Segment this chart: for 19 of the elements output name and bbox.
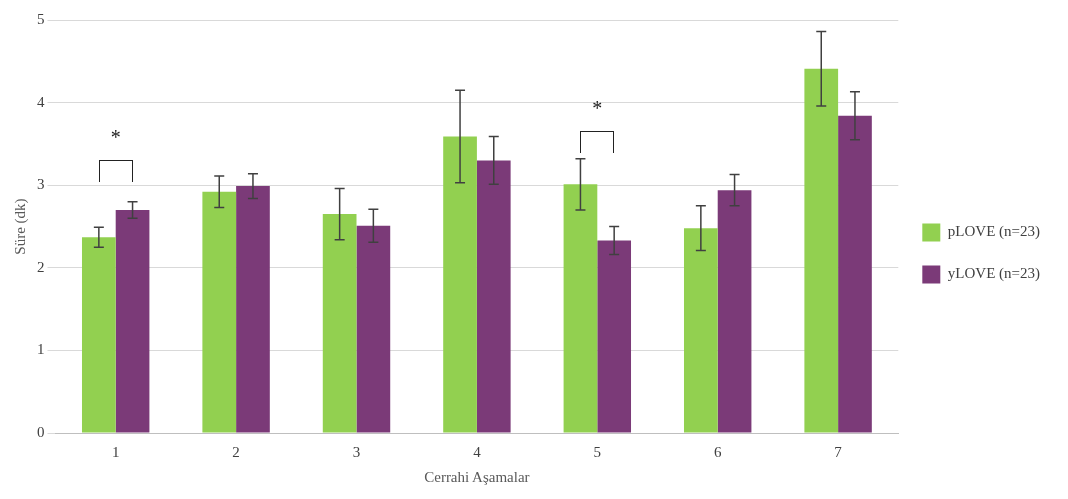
y-axis-title: Süre (dk) bbox=[11, 198, 29, 255]
y-tick-label: 1 bbox=[37, 341, 45, 358]
y-tick-label: 0 bbox=[37, 423, 45, 440]
x-tick-label: 3 bbox=[352, 443, 361, 460]
legend-label: yLOVE (n=23) bbox=[947, 265, 1041, 283]
y-tick-label: 4 bbox=[37, 93, 45, 110]
y-tick-label: 3 bbox=[37, 176, 45, 193]
x-tick-label: 6 bbox=[713, 443, 722, 460]
legend-label: pLOVE (n=23) bbox=[947, 223, 1041, 241]
x-axis-title: Cerrahi Aşamalar bbox=[424, 468, 530, 485]
y-tick-label: 5 bbox=[37, 10, 45, 27]
x-tick-label: 2 bbox=[232, 443, 240, 460]
y-tick-label: 2 bbox=[37, 258, 45, 275]
x-tick-label: 7 bbox=[834, 443, 843, 460]
x-tick-label: 5 bbox=[593, 443, 602, 460]
x-tick-label: 1 bbox=[111, 443, 120, 460]
annotation: * bbox=[592, 96, 603, 119]
x-tick-label: 4 bbox=[473, 443, 482, 460]
annotation: * bbox=[110, 126, 121, 149]
